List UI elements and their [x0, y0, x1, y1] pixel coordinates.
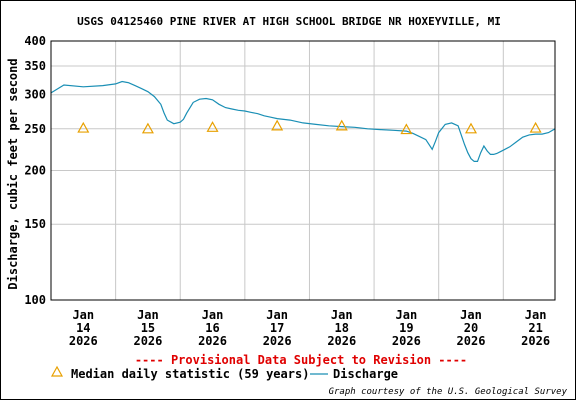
x-tick-label: 21	[528, 321, 542, 335]
median-marker	[77, 121, 90, 133]
median-marker	[464, 122, 478, 134]
x-axis-ticks: Jan142026Jan152026Jan162026Jan172026Jan1…	[69, 308, 550, 348]
x-tick-label: Jan	[266, 308, 288, 322]
y-tick-label: 100	[24, 293, 46, 307]
y-axis-ticks: 400 350 300 250 200 150 100	[24, 34, 46, 307]
y-tick-label: 300	[24, 88, 46, 102]
x-tick-label: Jan	[331, 308, 353, 322]
median-marker	[206, 121, 219, 132]
legend-median-marker	[50, 365, 64, 377]
legend: Median daily statistic (59 years) Discha…	[50, 365, 398, 381]
y-tick-label: 150	[24, 217, 46, 231]
x-tick-label: Jan	[137, 308, 159, 322]
x-tick-label: 2026	[457, 334, 486, 348]
y-axis-label: Discharge, cubic feet per second	[6, 58, 20, 289]
plot-border	[50, 40, 556, 301]
x-tick-label: Jan	[396, 308, 418, 322]
x-tick-label: 2026	[327, 334, 356, 348]
median-marker	[141, 122, 154, 134]
legend-median-label: Median daily statistic (59 years)	[71, 367, 309, 381]
x-tick-label: 2026	[133, 334, 162, 348]
provisional-note: ---- Provisional Data Subject to Revisio…	[135, 353, 467, 367]
x-tick-label: 14	[76, 321, 90, 335]
x-tick-label: 19	[399, 321, 413, 335]
median-marker	[400, 123, 413, 135]
median-marker	[335, 119, 348, 131]
x-tick-label: Jan	[202, 308, 224, 322]
x-tick-label: 16	[205, 321, 219, 335]
x-tick-label: Jan	[460, 308, 482, 322]
x-tick-label: 2026	[263, 334, 292, 348]
x-tick-label: 18	[335, 321, 349, 335]
x-tick-label: 2026	[198, 334, 227, 348]
median-marker	[529, 121, 542, 133]
x-tick-label: Jan	[525, 308, 547, 322]
y-tick-label: 200	[24, 164, 46, 178]
x-tick-label: 2026	[392, 334, 421, 348]
x-tick-label: 20	[464, 321, 478, 335]
y-tick-label: 350	[24, 59, 46, 73]
y-tick-label: 400	[24, 34, 46, 48]
grid-lines	[51, 40, 555, 301]
x-tick-label: 2026	[69, 334, 98, 348]
x-tick-label: 17	[270, 321, 284, 335]
x-tick-label: 15	[141, 321, 155, 335]
x-tick-label: 2026	[521, 334, 550, 348]
credit-text: Graph courtesy of the U.S. Geological Su…	[329, 387, 568, 397]
legend-discharge-label: Discharge	[333, 367, 398, 381]
chart-title: USGS 04125460 PINE RIVER AT HIGH SCHOOL …	[77, 15, 501, 28]
median-marker	[271, 119, 284, 131]
discharge-series-line	[50, 80, 556, 162]
x-tick-label: Jan	[72, 308, 94, 322]
y-tick-label: 250	[24, 122, 46, 136]
median-markers	[77, 119, 542, 135]
